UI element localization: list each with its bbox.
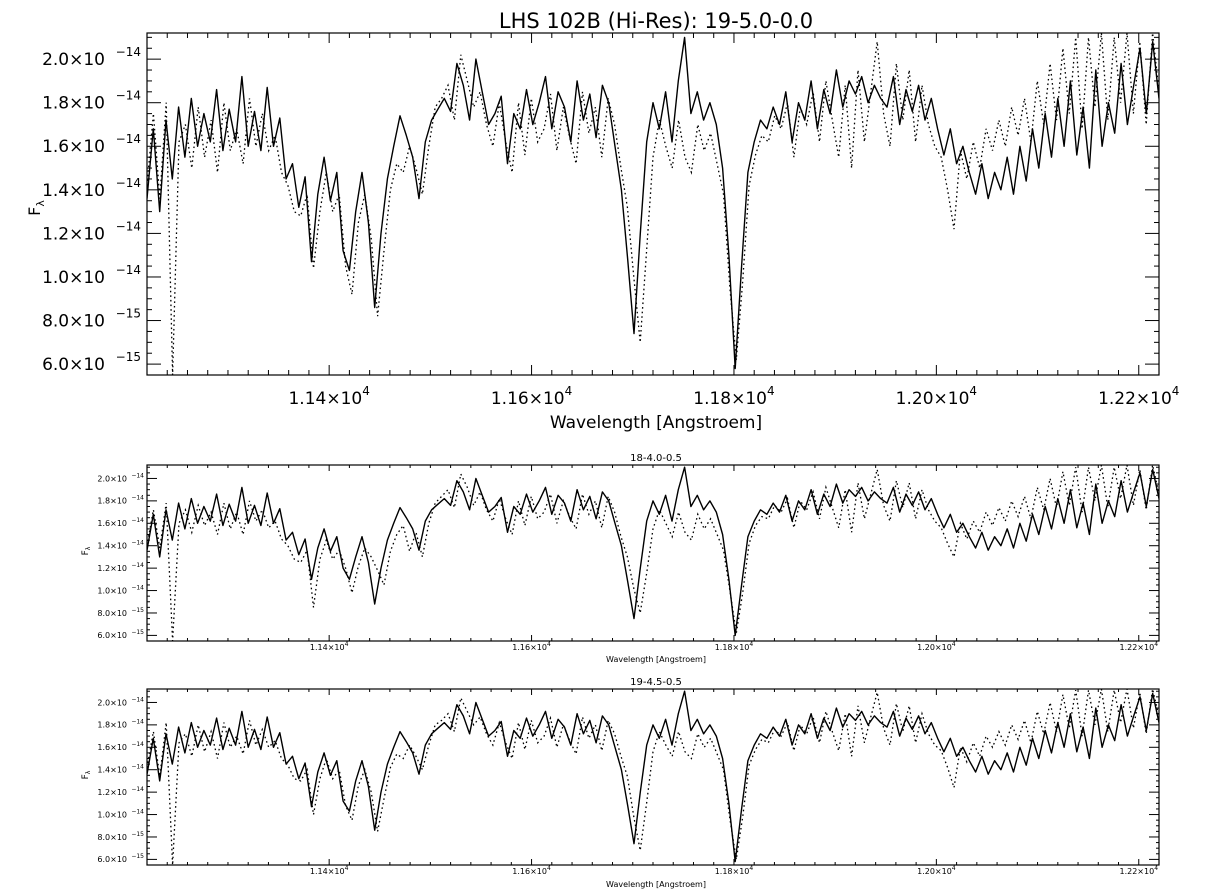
y-tick-label: 1.8×10 [97, 721, 127, 730]
observed-spectrum-line [147, 690, 1159, 863]
x-tick-label: 1.22×104 [1119, 641, 1158, 652]
y-tick-label: 6.0×10 [97, 855, 127, 864]
x-tick-label: 1.20×104 [917, 865, 956, 876]
y-tick-exponent: −15 [116, 350, 141, 364]
y-tick-label: 1.8×10 [42, 94, 105, 114]
y-tick-label: 1.4×10 [97, 766, 127, 775]
y-tick-exponent: −14 [131, 764, 144, 771]
x-tick-label: 1.22×104 [1119, 865, 1158, 876]
x-axis-label: Wavelength [Angstroem] [550, 413, 762, 433]
panel-main: LHS 102B (Hi-Res): 19-5.0-0.0 Fλ 1.14×10… [25, 9, 1179, 433]
y-tick-exponent: −15 [131, 629, 144, 636]
y-tick-exponent: −15 [116, 306, 141, 320]
y-tick-exponent: −14 [116, 45, 141, 59]
chart-title: LHS 102B (Hi-Res): 19-5.0-0.0 [499, 9, 813, 33]
model-spectrum-line [147, 33, 1159, 375]
y-tick-exponent: −14 [131, 562, 144, 569]
y-tick-label: 8.0×10 [42, 311, 105, 331]
y-tick-exponent: −15 [131, 853, 144, 860]
x-tick-label: 1.18×104 [693, 384, 774, 409]
y-tick-label: 2.0×10 [42, 50, 105, 70]
x-tick-label: 1.20×104 [896, 384, 977, 409]
x-tick-label: 1.14×104 [310, 865, 349, 876]
y-tick-exponent: −14 [131, 472, 144, 479]
y-tick-exponent: −14 [116, 263, 141, 277]
panel-secondary-1: 18-4.0-0.5 Fλ 1.14×104 1.16×104 1.18×104 1.… [81, 453, 1160, 664]
y-tick-exponent: −14 [131, 584, 144, 591]
x-tick-label: 1.20×104 [917, 641, 956, 652]
x-tick-label: 1.16×104 [512, 641, 551, 652]
observed-spectrum-line [147, 466, 1159, 637]
y-tick-exponent: −14 [131, 495, 144, 502]
y-tick-exponent: −14 [131, 808, 144, 815]
y-tick-label: 1.4×10 [97, 542, 127, 551]
y-tick-label: 1.2×10 [97, 788, 127, 797]
y-tick-exponent: −14 [131, 741, 144, 748]
y-tick-label: 1.2×10 [42, 224, 105, 244]
y-tick-label: 1.0×10 [97, 586, 127, 595]
x-tick-label: 1.14×104 [288, 384, 369, 409]
y-tick-exponent: −14 [131, 786, 144, 793]
y-tick-label: 1.4×10 [42, 181, 105, 201]
observed-spectrum-line [147, 36, 1159, 370]
x-axis-label: Wavelength [Angstroem] [606, 880, 706, 889]
x-tick-label: 1.14×104 [310, 641, 349, 652]
model-spectrum-line [147, 465, 1159, 641]
y-axis-label: Fλ [25, 200, 47, 216]
y-tick-label: 1.6×10 [97, 743, 127, 752]
chart-title: 19-4.5-0.5 [630, 677, 682, 688]
y-tick-label: 1.0×10 [97, 810, 127, 819]
y-tick-label: 1.6×10 [42, 137, 105, 157]
y-tick-exponent: −14 [131, 719, 144, 726]
y-tick-exponent: −14 [116, 219, 141, 233]
x-tick-label: 1.16×104 [512, 865, 551, 876]
y-tick-exponent: −14 [116, 89, 141, 103]
y-tick-exponent: −14 [131, 517, 144, 524]
y-tick-label: 6.0×10 [42, 355, 105, 375]
panel-secondary-2: 19-4.5-0.5 Fλ 1.14×104 1.16×104 1.18×104 1.… [81, 677, 1160, 889]
y-tick-exponent: −14 [116, 176, 141, 190]
x-tick-label: 1.22×104 [1098, 384, 1179, 409]
y-tick-exponent: −14 [131, 696, 144, 703]
x-tick-label: 1.18×104 [715, 865, 754, 876]
y-tick-label: 8.0×10 [97, 609, 127, 618]
x-tick-label: 1.16×104 [491, 384, 572, 409]
y-axis-label: Fλ [81, 546, 92, 555]
y-tick-exponent: −15 [131, 831, 144, 838]
chart-title: 18-4.0-0.5 [630, 453, 682, 464]
y-tick-label: 8.0×10 [97, 833, 127, 842]
y-tick-label: 2.0×10 [97, 474, 127, 483]
y-tick-label: 2.0×10 [97, 698, 127, 707]
y-tick-label: 1.8×10 [97, 497, 127, 506]
y-tick-exponent: −15 [131, 607, 144, 614]
model-spectrum-line [147, 689, 1159, 865]
y-tick-label: 1.0×10 [42, 268, 105, 288]
y-tick-label: 1.6×10 [97, 519, 127, 528]
x-axis-label: Wavelength [Angstroem] [606, 655, 706, 664]
y-tick-exponent: −14 [116, 132, 141, 146]
y-tick-label: 6.0×10 [97, 631, 127, 640]
y-axis-label: Fλ [81, 770, 92, 779]
y-tick-exponent: −14 [131, 540, 144, 547]
x-tick-label: 1.18×104 [715, 641, 754, 652]
y-tick-label: 1.2×10 [97, 564, 127, 573]
